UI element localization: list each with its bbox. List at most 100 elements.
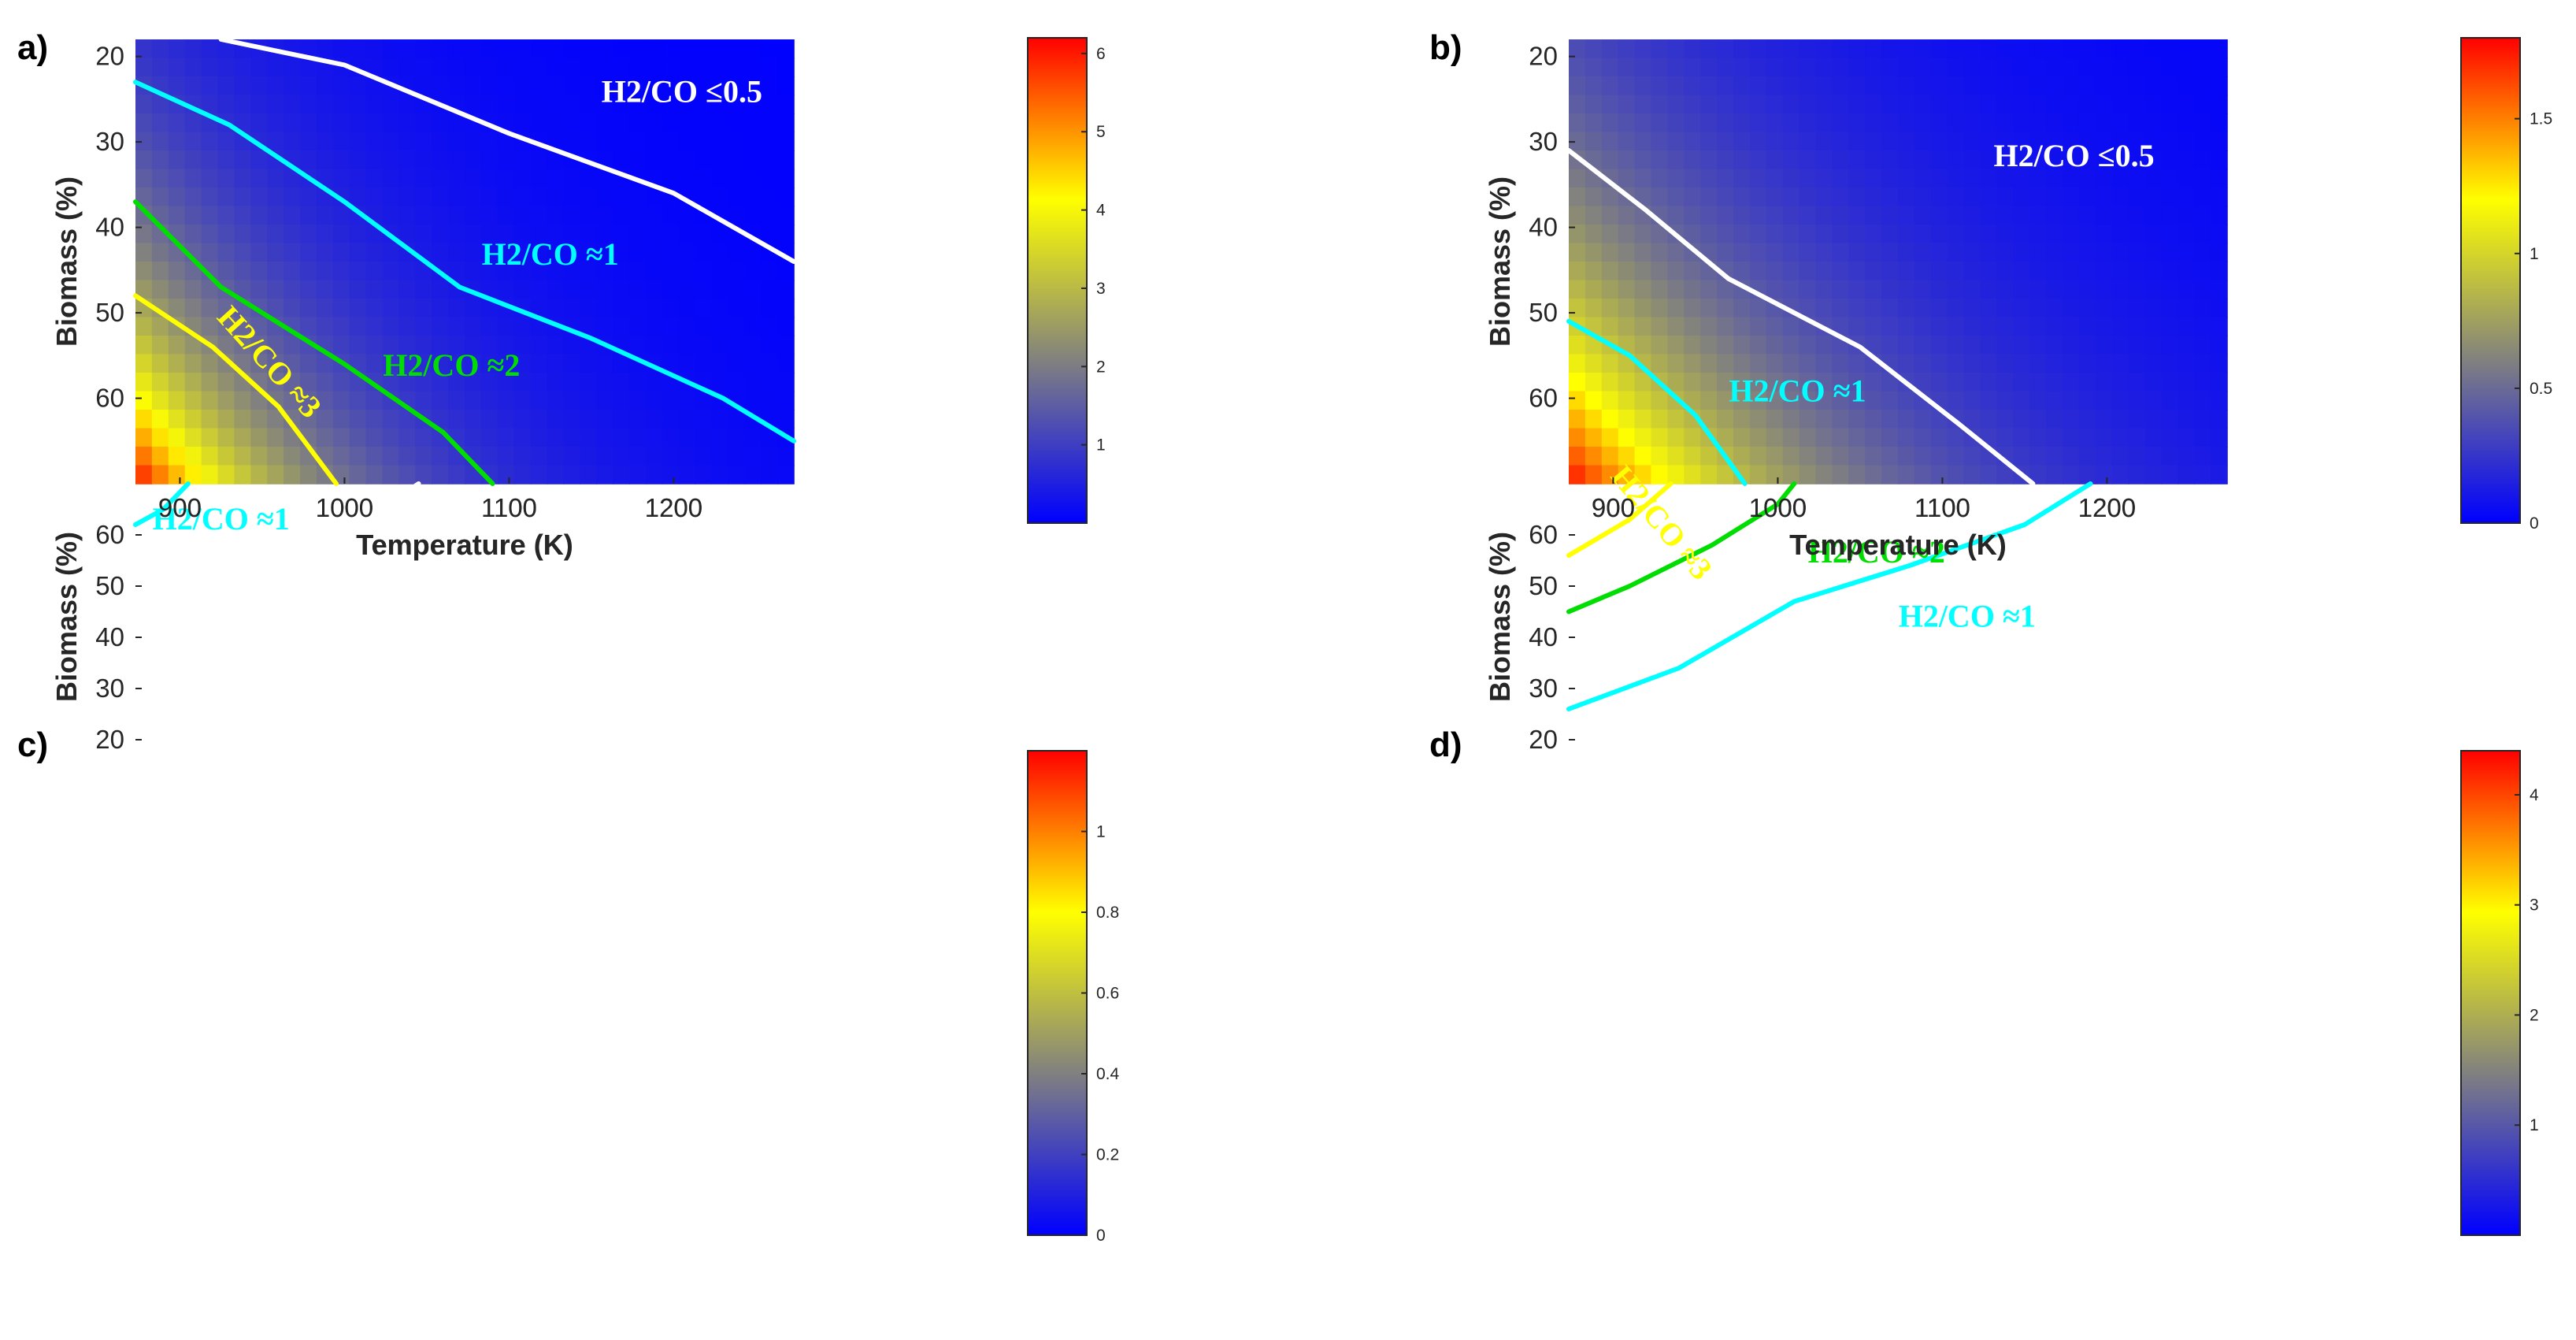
- heatmap-cell: [1684, 391, 1701, 410]
- heatmap-cell: [2013, 317, 2030, 336]
- heatmap-cell: [1618, 447, 1636, 466]
- heatmap-cell: [1914, 465, 1932, 484]
- heatmap-cell: [629, 132, 647, 151]
- heatmap-cell: [2211, 354, 2228, 373]
- heatmap-cell: [711, 243, 729, 262]
- heatmap-cell: [711, 354, 729, 373]
- y-tick-label: 60: [95, 520, 124, 549]
- heatmap-cell: [398, 447, 417, 466]
- heatmap-cell: [1782, 262, 1800, 281]
- contour-line-3: [133, 293, 339, 486]
- heatmap-cell: [1930, 150, 1948, 170]
- heatmap-cell: [2095, 225, 2113, 244]
- heatmap-cell: [1618, 391, 1636, 410]
- heatmap-cell: [1766, 373, 1784, 392]
- x-tick-label: 1000: [316, 493, 373, 522]
- heatmap-cell: [547, 410, 565, 429]
- heatmap-cell: [1914, 243, 1932, 262]
- heatmap-cell: [2095, 95, 2113, 114]
- heatmap-cell: [1717, 354, 1734, 373]
- heatmap-cell: [1618, 132, 1636, 151]
- heatmap-cell: [1601, 410, 1619, 429]
- heatmap-cell: [1848, 354, 1866, 373]
- heatmap-cell: [662, 243, 680, 262]
- heatmap-cell: [1684, 39, 1701, 59]
- heatmap-cell: [316, 317, 334, 336]
- heatmap-cell: [217, 410, 235, 429]
- heatmap-cell: [2095, 132, 2113, 151]
- heatmap-cell: [2194, 336, 2211, 355]
- heatmap-cell: [2063, 336, 2080, 355]
- heatmap-cell: [151, 58, 169, 77]
- heatmap-cell: [151, 410, 169, 429]
- heatmap-cell: [711, 336, 729, 355]
- heatmap-cell: [151, 373, 169, 392]
- heatmap-cell: [415, 447, 432, 466]
- heatmap-cell: [678, 95, 696, 114]
- heatmap-cell: [217, 169, 235, 188]
- heatmap-cell: [2211, 113, 2228, 133]
- heatmap-cell: [2211, 299, 2228, 318]
- heatmap-cell: [1865, 280, 1882, 299]
- heatmap-cell: [596, 280, 613, 299]
- heatmap-cell: [2111, 262, 2129, 281]
- heatmap-cell: [629, 299, 647, 318]
- heatmap-cell: [2194, 206, 2211, 225]
- heatmap-cell: [1930, 206, 1948, 225]
- heatmap-cell: [2194, 262, 2211, 281]
- heatmap-cell: [580, 169, 597, 188]
- colorbar-tick-label: 0.2: [1096, 1146, 1119, 1164]
- heatmap: [1569, 39, 2228, 484]
- heatmap-cell: [2013, 447, 2030, 466]
- heatmap-cell: [596, 225, 613, 244]
- heatmap-cell: [1717, 132, 1734, 151]
- heatmap-cell: [1651, 150, 1669, 170]
- heatmap-cell: [662, 169, 680, 188]
- heatmap-cell: [1980, 354, 1998, 373]
- heatmap-cell: [201, 428, 219, 447]
- heatmap-cell: [284, 58, 301, 77]
- heatmap-cell: [1569, 447, 1586, 466]
- colorbar-tick-label: 1.5: [2530, 110, 2552, 128]
- heatmap-cell: [1947, 243, 1965, 262]
- heatmap-cell: [777, 299, 795, 318]
- heatmap-cell: [645, 465, 663, 484]
- heatmap-cell: [563, 299, 581, 318]
- heatmap-cell: [2078, 76, 2096, 96]
- heatmap-cell: [2046, 187, 2063, 207]
- heatmap-cell: [151, 317, 169, 336]
- heatmap-cell: [629, 262, 647, 281]
- heatmap-cell: [2063, 95, 2080, 114]
- heatmap-cell: [728, 113, 746, 133]
- heatmap-cell: [135, 428, 153, 447]
- heatmap-cell: [1848, 225, 1866, 244]
- heatmap-cell: [2013, 225, 2030, 244]
- heatmap-cell: [1799, 39, 1817, 59]
- heatmap-cell: [1832, 206, 1850, 225]
- heatmap-cell: [284, 410, 301, 429]
- heatmap-cell: [513, 169, 532, 188]
- heatmap-cell: [2095, 391, 2113, 410]
- heatmap-cell: [1930, 225, 1948, 244]
- heatmap-cell: [563, 354, 581, 373]
- heatmap-cell: [284, 391, 301, 410]
- heatmap-cell: [1766, 169, 1784, 188]
- heatmap-cell: [613, 299, 630, 318]
- heatmap-cell: [1717, 39, 1734, 59]
- heatmap-cell: [184, 39, 202, 59]
- y-tick-label: 40: [95, 622, 124, 651]
- heatmap-cell: [1996, 262, 2014, 281]
- heatmap-cell: [415, 76, 432, 96]
- heatmap-cell: [2063, 280, 2080, 299]
- heatmap-cell: [480, 132, 499, 151]
- heatmap-cell: [497, 447, 515, 466]
- heatmap-cell: [1700, 317, 1718, 336]
- heatmap-cell: [2095, 206, 2113, 225]
- heatmap-cell: [465, 391, 482, 410]
- heatmap-cell: [695, 447, 713, 466]
- heatmap-cell: [267, 243, 284, 262]
- region-annotation: H2/CO ≈2: [1808, 534, 1945, 570]
- heatmap-cell: [1914, 76, 1932, 96]
- heatmap-cell: [382, 336, 400, 355]
- heatmap-cell: [1881, 447, 1899, 466]
